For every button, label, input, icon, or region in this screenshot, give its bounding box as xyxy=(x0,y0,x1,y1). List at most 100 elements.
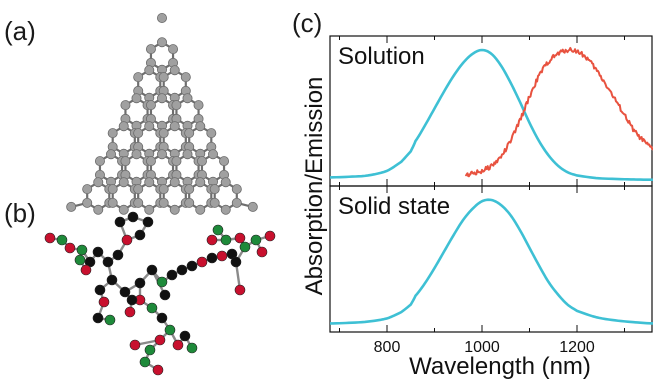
atom xyxy=(144,65,155,76)
atom xyxy=(220,234,232,246)
atom xyxy=(230,256,242,268)
atom xyxy=(179,330,191,342)
plot-solution-ticks xyxy=(339,36,625,186)
atom xyxy=(98,296,110,308)
atom xyxy=(234,284,246,296)
atom xyxy=(168,44,179,55)
atom xyxy=(144,177,155,188)
atom xyxy=(195,177,206,188)
atom xyxy=(195,204,206,215)
series-line-0 xyxy=(329,48,653,182)
atom xyxy=(134,277,146,289)
atom xyxy=(118,204,129,215)
atom xyxy=(102,256,114,268)
atom xyxy=(256,246,268,258)
panel-a-label: (a) xyxy=(4,16,36,46)
atom xyxy=(250,234,262,246)
atom xyxy=(44,232,56,244)
panel-b-label: (b) xyxy=(4,198,36,228)
atom xyxy=(212,224,224,236)
atom xyxy=(118,121,129,132)
atom xyxy=(106,274,118,286)
atom xyxy=(169,65,180,76)
atom xyxy=(104,314,116,326)
atom xyxy=(196,256,208,268)
atom xyxy=(195,121,206,132)
atom xyxy=(93,177,104,188)
plot-solid-state: Solid state 800 1000 1200 xyxy=(329,185,653,356)
atom xyxy=(158,197,169,208)
atom xyxy=(182,93,193,104)
atom xyxy=(107,184,118,195)
atom xyxy=(92,312,104,324)
atom xyxy=(107,128,118,139)
atom xyxy=(231,184,242,195)
atom xyxy=(142,216,154,228)
atom xyxy=(154,334,166,346)
atom xyxy=(207,149,218,160)
atom xyxy=(184,128,195,139)
atom xyxy=(56,234,68,246)
atom xyxy=(171,156,182,167)
panel-a-molecule-graphene-flake xyxy=(66,12,258,215)
atom xyxy=(156,93,167,104)
atom xyxy=(220,204,231,215)
atom xyxy=(231,197,242,208)
atom xyxy=(156,12,167,23)
atom xyxy=(264,230,276,242)
atom xyxy=(169,177,180,188)
atom xyxy=(112,249,124,261)
atom xyxy=(121,234,133,246)
atom xyxy=(82,197,93,208)
atom xyxy=(247,201,258,212)
atom xyxy=(82,184,93,195)
plot-solution-series xyxy=(329,46,653,182)
x-tick-label: 800 xyxy=(374,339,401,356)
x-tick-label: 1000 xyxy=(464,339,500,356)
atom xyxy=(106,149,117,160)
atom xyxy=(193,100,204,111)
atom xyxy=(93,204,104,215)
atom xyxy=(131,93,142,104)
atom xyxy=(119,286,131,298)
atom xyxy=(206,252,218,264)
plot-solid-state-ticks xyxy=(339,186,625,332)
atom xyxy=(234,232,246,244)
atom xyxy=(146,302,158,314)
atom xyxy=(133,128,144,139)
atom xyxy=(145,100,156,111)
atom xyxy=(156,149,167,160)
atom xyxy=(239,241,251,253)
y-axis-title: Absorption/Emission xyxy=(301,77,328,296)
atom xyxy=(196,156,207,167)
atom xyxy=(133,184,144,195)
atom xyxy=(184,197,195,208)
atom xyxy=(114,216,126,228)
atom xyxy=(186,260,198,272)
atom xyxy=(145,156,156,167)
atom xyxy=(186,342,198,354)
atom xyxy=(144,121,155,132)
atom xyxy=(176,264,188,276)
plot-solution: Solution xyxy=(329,35,653,187)
atom xyxy=(145,44,156,55)
atom xyxy=(152,364,164,376)
plot-solid-state-series xyxy=(329,198,653,325)
atom xyxy=(118,177,129,188)
atom xyxy=(216,250,228,262)
atom xyxy=(64,242,76,254)
atom xyxy=(126,294,138,306)
atom xyxy=(158,72,169,83)
atom xyxy=(171,100,182,111)
atom xyxy=(127,211,139,223)
atom xyxy=(164,324,176,336)
x-axis-title: Wavelength (nm) xyxy=(409,353,591,380)
atom xyxy=(156,276,168,288)
plot-solid-state-frame xyxy=(329,185,653,333)
atom xyxy=(94,156,105,167)
series-line-1 xyxy=(464,46,653,178)
atom xyxy=(124,306,136,318)
atom xyxy=(146,264,158,276)
atom xyxy=(209,197,220,208)
